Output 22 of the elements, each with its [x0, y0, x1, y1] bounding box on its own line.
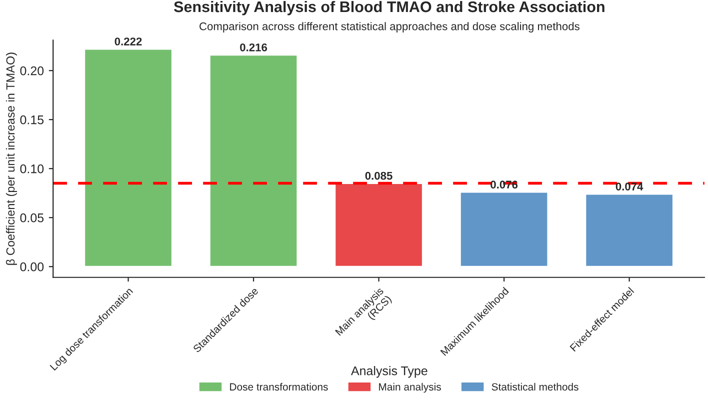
data-label: 0.076	[490, 180, 518, 189]
y-tick-label: 0.15	[20, 115, 44, 124]
chart-subtitle: Comparison across different statistical approaches and dose scaling methods	[200, 22, 580, 32]
bar	[208, 54, 298, 268]
data-label: 0.085	[365, 172, 392, 180]
bar	[84, 48, 173, 268]
legend-label: Dose transformations	[230, 382, 328, 391]
y-tick-label: 0.00	[20, 262, 44, 272]
y-tick-label: 0.20	[20, 66, 44, 76]
data-label: 0.222	[114, 38, 142, 46]
bar	[584, 193, 674, 268]
legend-label: Statistical methods	[492, 382, 578, 391]
y-tick-label: 0.05	[20, 213, 44, 222]
data-label: 0.074	[616, 182, 644, 190]
bar	[334, 182, 424, 268]
y-axis-title: β Coefficient (per unit increase in TMAO)	[6, 52, 17, 265]
legend-label: Main analysis	[379, 382, 441, 393]
chart-title: Sensitivity Analysis of Blood TMAO and Stroke Association	[174, 0, 604, 16]
legend-title: Analysis Type	[350, 366, 428, 378]
data-label: 0.216	[240, 43, 268, 52]
bar	[460, 191, 549, 268]
y-tick-label: 0.10	[20, 164, 44, 174]
